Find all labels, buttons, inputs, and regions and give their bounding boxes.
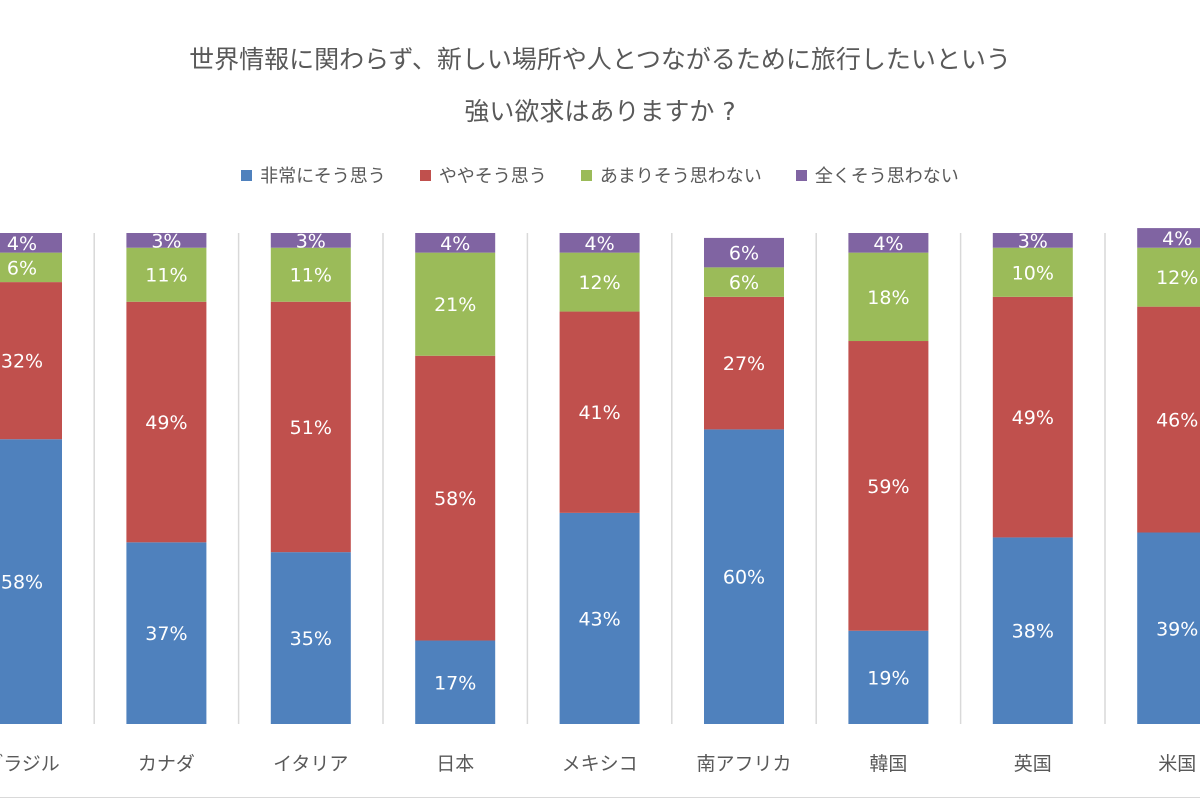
bar-segment <box>0 439 62 724</box>
bar-segment <box>1137 306 1200 533</box>
data-label: 3% <box>151 230 181 252</box>
data-label: 10% <box>1012 262 1054 284</box>
data-label: 21% <box>434 294 476 316</box>
bar-segment <box>848 233 929 253</box>
bar-segment <box>270 301 351 553</box>
bar-segment <box>415 640 496 724</box>
bar-segment <box>415 233 496 253</box>
data-label: 32% <box>1 351 43 373</box>
data-label: 6% <box>7 257 37 279</box>
legend-label: 全くそう思わない <box>814 166 959 187</box>
category-label: 南アフリカ <box>696 753 791 775</box>
bar-segment <box>848 252 929 342</box>
data-label: 6% <box>729 243 759 265</box>
legend-label: あまりそう思わない <box>599 166 762 187</box>
legend-item: 非常にそう思う <box>241 162 386 188</box>
bar-segment <box>0 252 62 283</box>
data-label: 43% <box>578 608 620 630</box>
legend-swatch <box>419 169 431 181</box>
data-label: 3% <box>1018 230 1048 252</box>
data-label: 12% <box>1156 267 1198 289</box>
category-label: 日本 <box>436 753 474 775</box>
legend-item: あまりそう思わない <box>580 162 762 188</box>
bar-segment <box>126 301 207 543</box>
bar-segment <box>270 247 351 302</box>
data-label: 37% <box>145 623 187 645</box>
bar-segment <box>0 233 62 253</box>
data-label: 41% <box>578 402 620 424</box>
category-label: 英国 <box>1014 753 1052 775</box>
data-label: 17% <box>434 672 476 694</box>
bar-segment <box>559 252 640 312</box>
data-label: 4% <box>7 233 37 255</box>
data-label: 11% <box>145 265 187 287</box>
data-label: 3% <box>296 230 326 252</box>
data-label: 35% <box>290 628 332 650</box>
legend-label: 非常にそう思う <box>260 166 386 187</box>
bar-segment <box>992 247 1073 297</box>
legend-swatch <box>580 169 592 181</box>
legend: 非常にそう思う ややそう思う あまりそう思わない 全くそう思わない <box>0 162 1200 188</box>
bar-segment <box>992 233 1073 248</box>
bar-segment <box>848 341 929 631</box>
chart-title: 世界情報に関わらず、新しい場所や人とつながるために旅行したいという 強い欲求はあ… <box>0 34 1200 138</box>
chart-title-line-2: 強い欲求はありますか ? <box>464 97 736 126</box>
data-label: 59% <box>867 476 909 498</box>
chart-title-line-1: 世界情報に関わらず、新しい場所や人とつながるために旅行したいという <box>189 45 1011 74</box>
bar-segment <box>1137 532 1200 724</box>
data-label: 4% <box>585 233 615 255</box>
legend-item: 全くそう思わない <box>795 162 959 188</box>
data-label: 51% <box>290 417 332 439</box>
data-label: 4% <box>873 233 903 255</box>
bar-segment <box>704 267 784 297</box>
bar-segment <box>415 355 496 641</box>
bar-segment <box>270 552 351 724</box>
category-label: ブラジル <box>0 752 60 775</box>
data-label: 4% <box>440 233 470 255</box>
data-label: 60% <box>723 567 765 589</box>
bar-segment <box>704 237 784 268</box>
category-label: 米国 <box>1158 753 1196 775</box>
bar-segment <box>1137 228 1200 248</box>
bar-segment <box>992 296 1073 538</box>
data-label: 4% <box>1162 228 1192 250</box>
category-label: カナダ <box>138 753 195 775</box>
category-label: イタリア <box>273 753 348 775</box>
legend-item: ややそう思う <box>419 162 547 188</box>
bar-segment <box>270 233 351 248</box>
bar-segment <box>0 282 62 440</box>
category-label: 韓国 <box>869 753 907 775</box>
bar-segment <box>848 630 929 724</box>
data-label: 39% <box>1156 618 1198 640</box>
chart-border <box>0 797 1200 798</box>
legend-swatch <box>795 169 807 181</box>
data-label: 49% <box>1012 407 1054 429</box>
bar-segment <box>126 233 207 248</box>
legend-label: ややそう思う <box>438 166 547 187</box>
bar-segment <box>992 537 1073 724</box>
data-label: 58% <box>434 488 476 510</box>
bar-segment <box>559 233 640 253</box>
data-label: 58% <box>1 572 43 594</box>
legend-swatch <box>241 169 253 181</box>
data-label: 12% <box>578 272 620 294</box>
data-label: 18% <box>867 287 909 309</box>
bar-segment <box>704 429 784 724</box>
category-label: メキシコ <box>562 753 638 775</box>
bar-segment <box>415 252 496 356</box>
bar-segment <box>1137 247 1200 307</box>
data-label: 49% <box>145 412 187 434</box>
bar-segment <box>559 512 640 724</box>
data-label: 6% <box>729 272 759 294</box>
bar-segment <box>704 296 784 430</box>
data-label: 11% <box>290 265 332 287</box>
data-label: 27% <box>723 353 765 375</box>
data-label: 19% <box>867 667 909 689</box>
bar-segment <box>126 247 207 302</box>
data-label: 46% <box>1156 410 1198 432</box>
data-label: 38% <box>1012 621 1054 643</box>
bar-segment <box>126 542 207 724</box>
bar-segment <box>559 311 640 513</box>
